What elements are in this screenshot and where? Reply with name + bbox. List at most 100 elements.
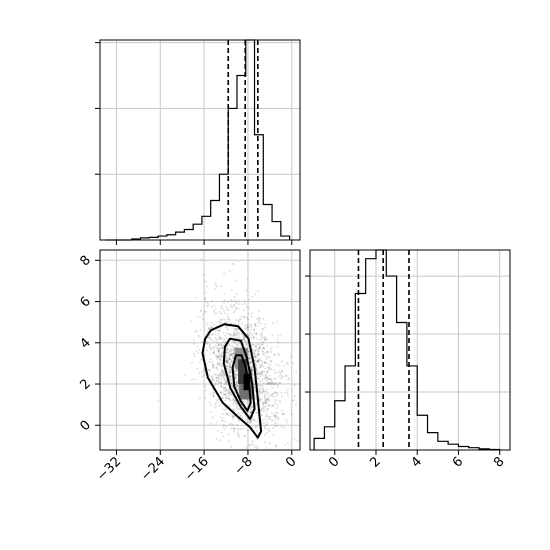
scatter-point [260, 343, 263, 346]
scatter-point [274, 415, 277, 418]
scatter-point [275, 415, 278, 418]
right-xtick-label-4: 8 [491, 454, 507, 470]
scatter-point [222, 386, 225, 389]
marginal-histogram-y: 0 2 4 6 8 [305, 249, 511, 471]
scatter-point [261, 328, 264, 330]
scatter-point [222, 393, 225, 396]
scatter-point [224, 387, 227, 390]
scatter-point [209, 410, 212, 413]
scatter-point [207, 327, 210, 329]
scatter-point [219, 328, 222, 331]
scatter-point [288, 377, 291, 380]
scatter-point [258, 318, 261, 321]
scatter-point [228, 391, 231, 394]
scatter-point [257, 348, 260, 350]
scatter-point [249, 331, 252, 334]
scatter-point [204, 300, 207, 303]
scatter-point [222, 344, 225, 347]
scatter-point [271, 419, 274, 422]
scatter-point [276, 371, 278, 374]
scatter-point [225, 351, 228, 354]
scatter-point [235, 328, 238, 331]
scatter-point [286, 394, 289, 397]
scatter-point [237, 341, 240, 344]
scatter-point [222, 423, 225, 426]
scatter-point [264, 361, 267, 363]
scatter-point [251, 334, 254, 337]
scatter-point [220, 343, 223, 346]
scatter-point [271, 392, 274, 395]
scatter-point [235, 402, 237, 405]
scatter-point [292, 399, 295, 402]
scatter-point [198, 397, 201, 400]
scatter-point [232, 351, 235, 354]
scatter-point [222, 375, 225, 378]
scatter-point [283, 364, 286, 367]
scatter-point [266, 365, 269, 368]
scatter-point [219, 355, 222, 358]
scatter-point [228, 368, 231, 371]
scatter-point [249, 407, 252, 410]
scatter-point [225, 389, 228, 392]
scatter-point [273, 422, 276, 425]
contour-middle [222, 337, 256, 421]
scatter-point [217, 337, 220, 340]
scatter-point [229, 378, 232, 381]
scatter-point [215, 380, 218, 383]
scatter-point [200, 258, 203, 261]
scatter-point [280, 391, 283, 394]
scatter-point [248, 419, 251, 422]
scatter-point [278, 381, 281, 384]
scatter-point [246, 316, 249, 319]
scatter-point [224, 393, 227, 396]
scatter-point [304, 410, 306, 412]
scatter-point [221, 361, 224, 364]
scatter-point [217, 320, 219, 323]
scatter-point [266, 371, 269, 374]
scatter-point [272, 381, 275, 384]
scatter-point [283, 392, 286, 395]
scatter-point [266, 378, 269, 381]
scatter-point [205, 324, 208, 326]
scatter-point [223, 310, 225, 313]
scatter-point [214, 333, 216, 336]
scatter-point [227, 343, 230, 346]
scatter-point [225, 454, 227, 456]
scatter-point [239, 408, 242, 411]
scatter-point [229, 445, 232, 448]
scatter-point [220, 359, 223, 362]
scatter-point [220, 344, 223, 347]
scatter-point [204, 396, 207, 399]
scatter-point [265, 376, 267, 379]
scatter-point [268, 430, 271, 433]
scatter-point [257, 372, 260, 375]
scatter-point [260, 333, 263, 336]
scatter-point [227, 439, 230, 442]
scatter-point [223, 386, 226, 389]
scatter-point [219, 310, 222, 313]
scatter-point [238, 412, 241, 415]
scatter-point [233, 430, 235, 433]
scatter-point [236, 328, 239, 331]
scatter-point [244, 415, 247, 418]
scatter-point [255, 411, 258, 414]
scatter-point [268, 366, 271, 369]
scatter-point [223, 372, 226, 374]
scatter-point [235, 333, 238, 336]
scatter-point [260, 331, 263, 334]
scatter-point [228, 355, 231, 358]
scatter-point [272, 415, 275, 417]
scatter-point [259, 347, 262, 350]
scatter-point [267, 429, 270, 432]
scatter-point [229, 358, 232, 361]
scatter-point [236, 374, 239, 377]
scatter-point [236, 327, 239, 330]
scatter-point [281, 409, 284, 412]
scatter-point [280, 374, 283, 377]
scatter-point [219, 337, 222, 339]
scatter-point [253, 383, 255, 386]
scatter-point [226, 328, 228, 331]
right-xtick-label-1: 2 [367, 454, 383, 470]
scatter-point [275, 421, 278, 424]
scatter-point [205, 342, 208, 345]
